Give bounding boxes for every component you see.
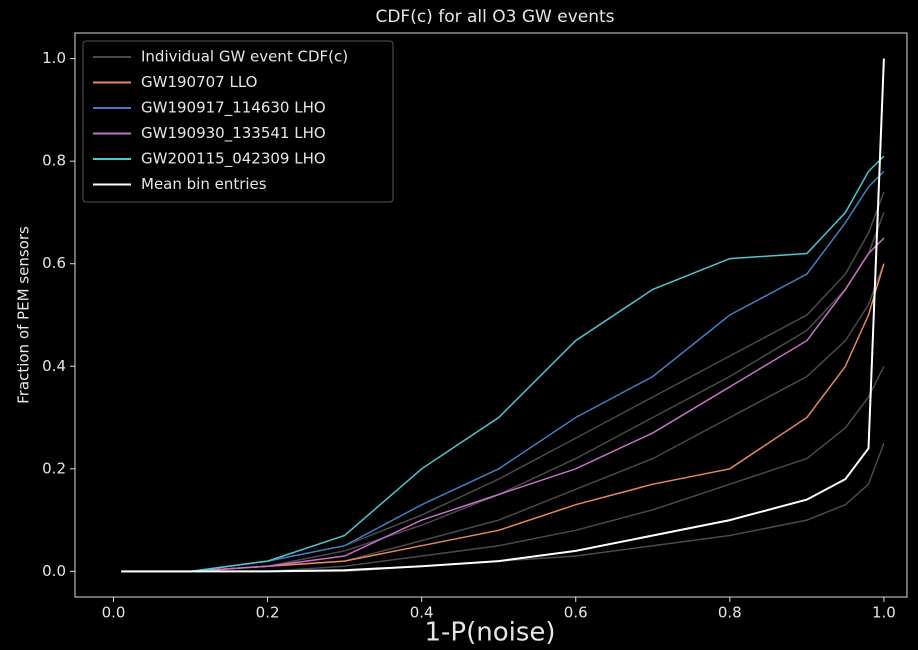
plot-frame [74,32,908,598]
y-tick-label: 0.2 [42,459,66,477]
series-line [121,237,885,573]
x-tick-label: 0.2 [256,604,280,622]
chart-title: CDF(c) for all O3 GW events [375,7,614,27]
y-tick-label: 0.0 [42,562,66,580]
x-tick-label: 0.0 [102,604,126,622]
series-line [121,191,885,573]
y-axis-label: Fraction of PEM sensors [15,226,33,404]
x-tick-label: 1.0 [872,604,896,622]
series-line [121,212,885,573]
x-tick-label: 0.6 [564,604,588,622]
y-tick-label: 0.8 [42,152,66,170]
series-line [121,58,885,573]
legend-label: Individual GW event CDF(c) [141,48,348,66]
y-tick-label: 0.4 [42,357,66,375]
x-tick-label: 0.4 [410,604,434,622]
legend-label: GW200115_042309 LHO [141,150,326,169]
series-line [121,263,885,573]
x-axis-label: 1-P(noise) [424,618,555,648]
legend-label: Mean bin entries [141,175,267,193]
series-line [121,263,885,573]
series-line [121,155,885,573]
legend-label: GW190707 LLO [141,73,257,91]
series-line [121,170,885,573]
series-line [121,442,885,573]
legend-label: GW190917_114630 LHO [141,99,326,118]
legend-box [82,40,394,203]
legend-label: GW190930_133541 LHO [141,124,326,143]
y-tick-label: 0.6 [42,254,66,272]
y-tick-label: 1.0 [42,49,66,67]
legend: Individual GW event CDF(c) GW190707 LLO GW… [82,40,394,203]
x-tick-label: 0.8 [718,604,742,622]
